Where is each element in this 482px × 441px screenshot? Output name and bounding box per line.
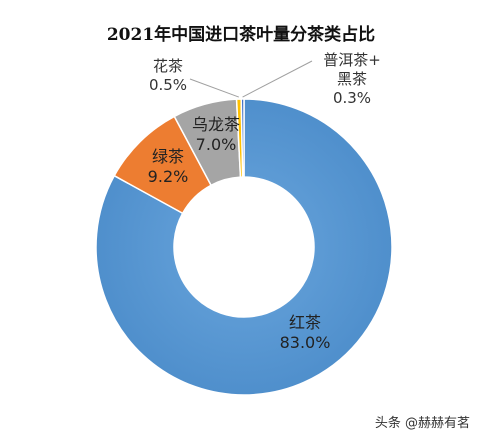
chart-title: 2021年中国进口茶叶量分茶类占比	[106, 25, 376, 45]
label-绿茶: 绿茶 9.2%	[148, 147, 189, 186]
slice-红茶	[95, 98, 393, 396]
label-红茶: 红茶 83.0%	[280, 313, 331, 352]
label-花茶: 花茶 0.5%	[149, 57, 187, 94]
slice-普洱茶-黑茶	[240, 98, 245, 178]
leader-line-花茶	[189, 78, 239, 98]
watermark: 头条 @赫赫有茗	[374, 416, 470, 431]
label-普洱茶-黑茶: 普洱茶+黑茶 0.3%	[323, 51, 381, 107]
leader-line-普洱茶-黑茶	[242, 60, 313, 98]
label-乌龙茶: 乌龙茶 7.0%	[192, 115, 240, 154]
